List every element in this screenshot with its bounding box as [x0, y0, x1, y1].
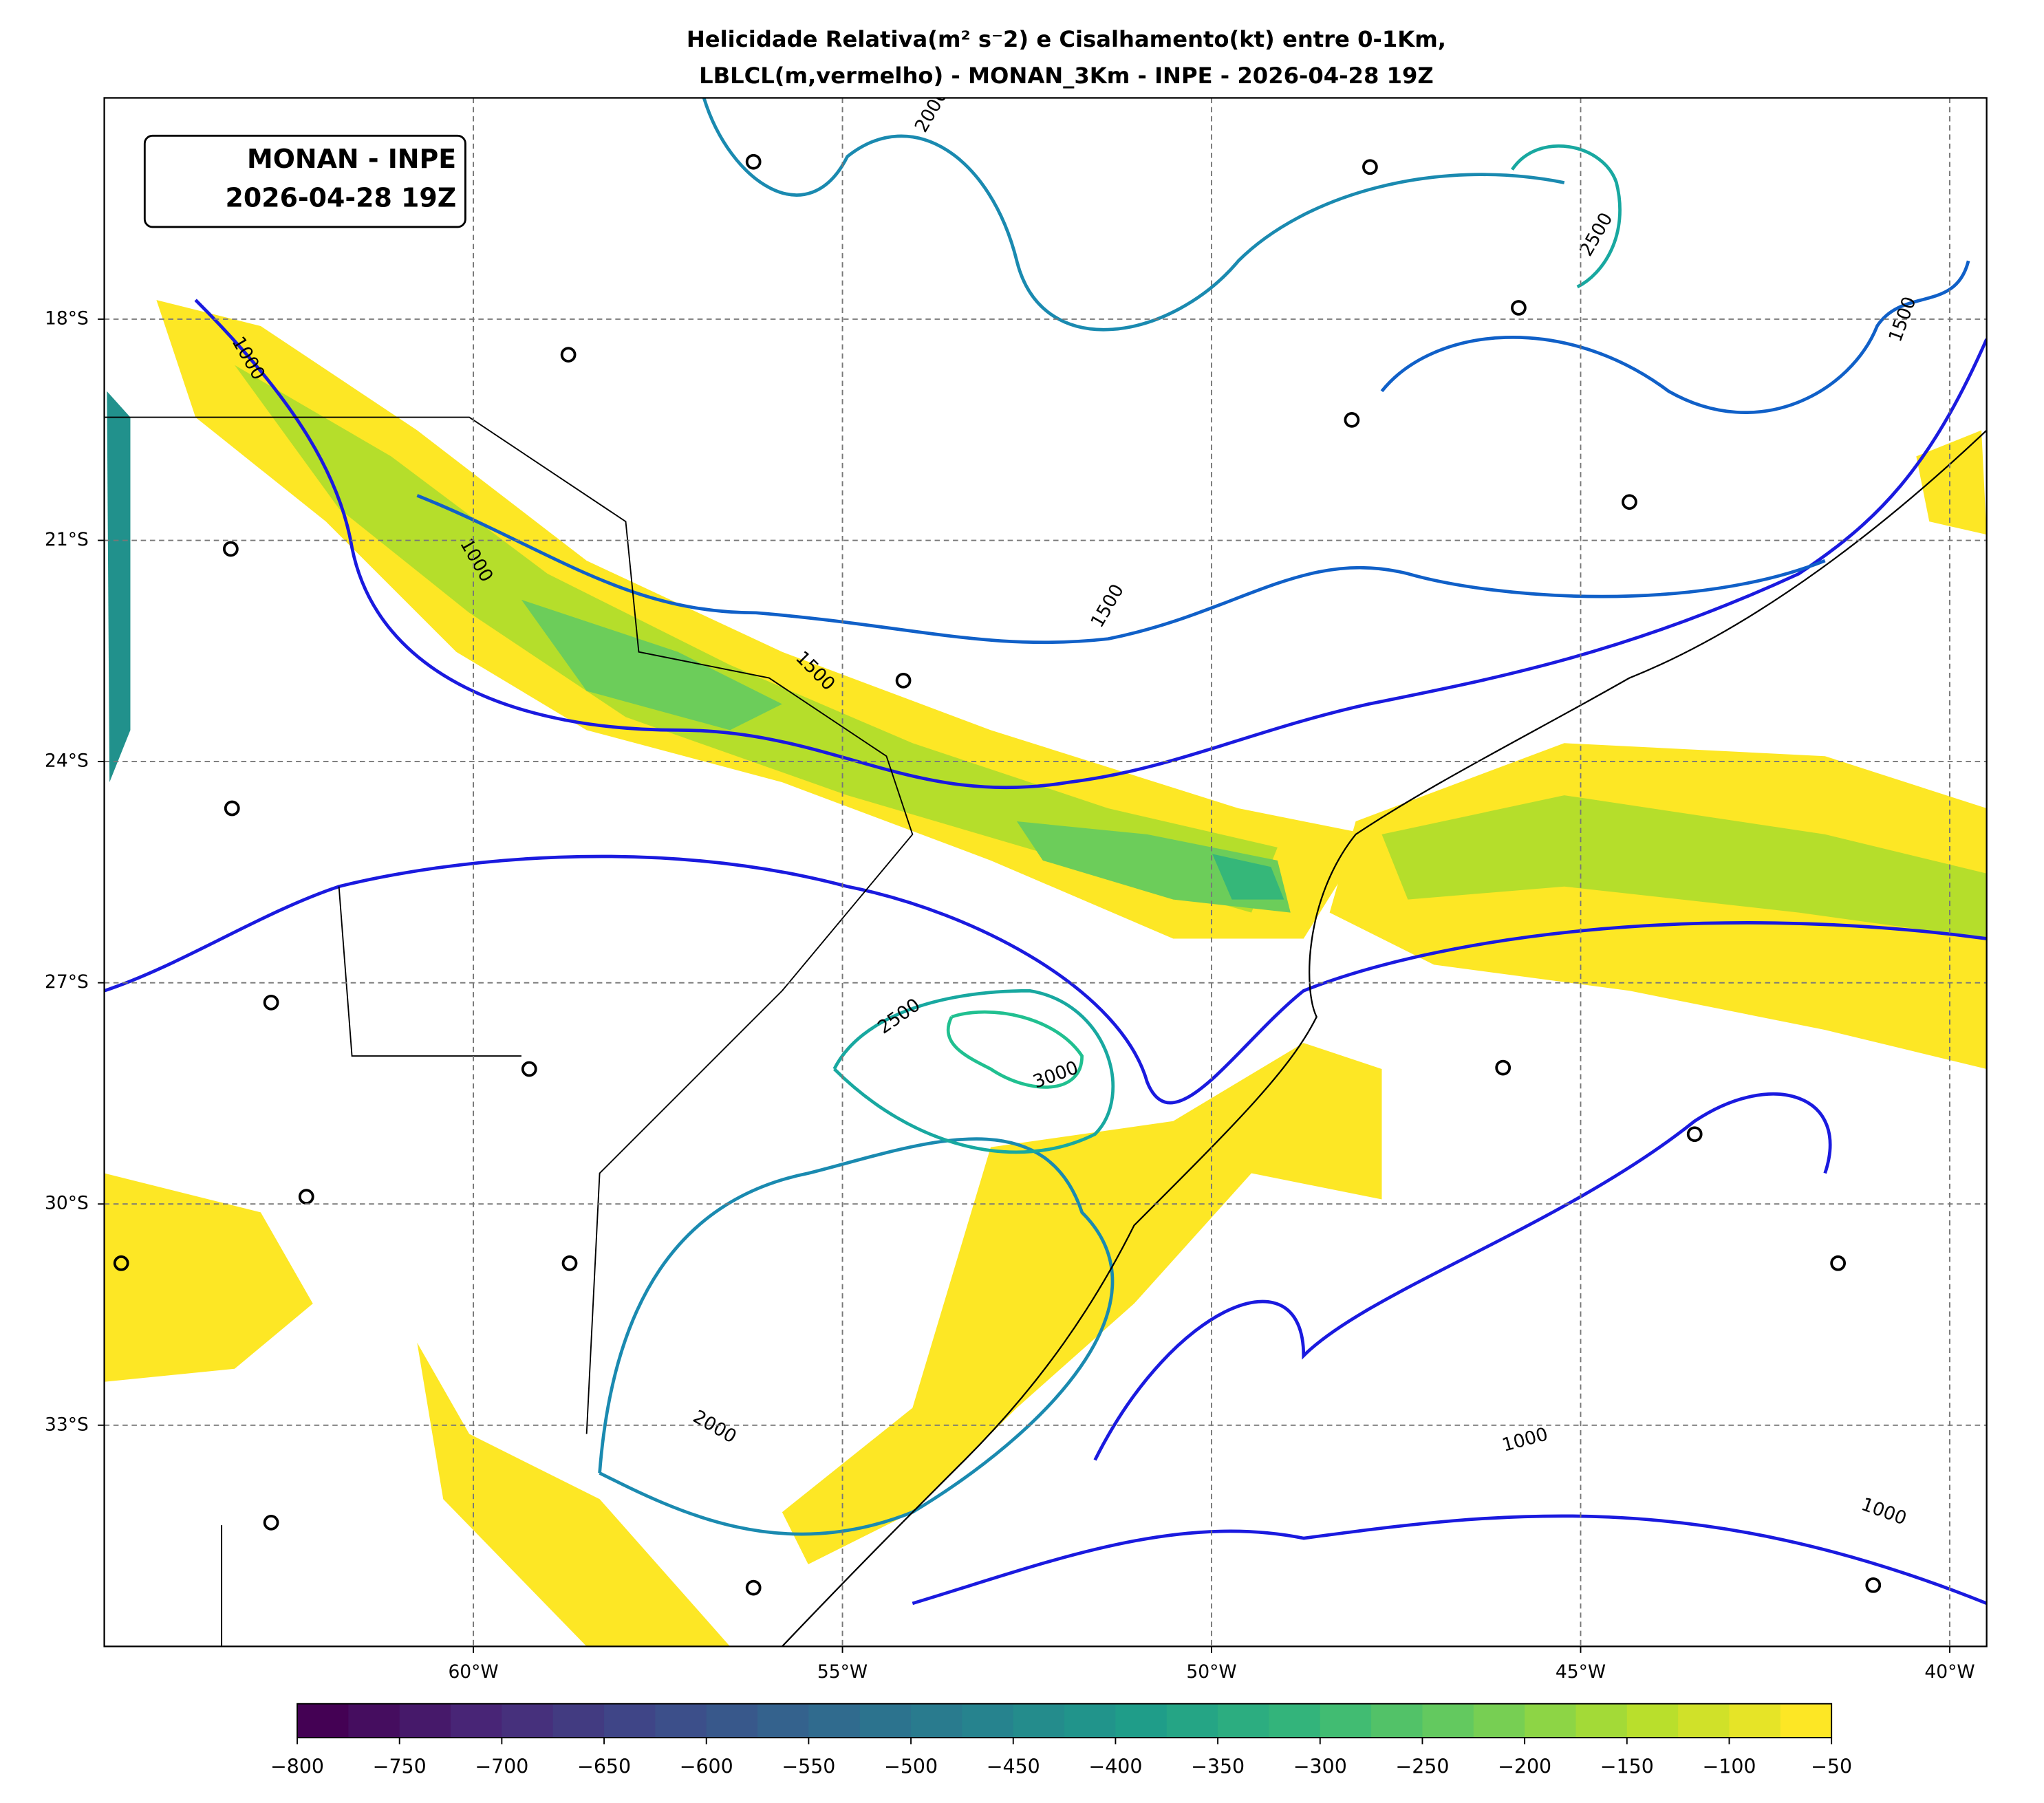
- title-line: Helicidade Relativa(m² s⁻2) e Cisalhamen…: [687, 26, 1446, 52]
- y-tick-label: 18°S: [45, 307, 89, 329]
- colorbar-segment: [962, 1703, 1014, 1738]
- colorbar-segment: [1320, 1703, 1373, 1738]
- colorbar-tick-label: −150: [1600, 1756, 1654, 1778]
- y-tick-label: 27°S: [45, 971, 89, 993]
- colorbar-segment: [706, 1703, 758, 1738]
- map-frame: [103, 97, 1988, 1648]
- colorbar-segment: [1064, 1703, 1117, 1738]
- contour-label: 2000: [911, 85, 953, 136]
- colorbar-segment: [1166, 1703, 1219, 1738]
- contour-label: 1000: [1500, 1423, 1550, 1456]
- contour-label: 2000: [689, 1406, 740, 1448]
- map-layers: 2000 1000 1000 1500 1500 2500 1500 2500 …: [104, 85, 1987, 1647]
- contour-label: 1500: [1086, 581, 1128, 631]
- colorbar-tick-label: −650: [577, 1756, 631, 1778]
- x-tick-label: 50°W: [1186, 1661, 1236, 1683]
- grid: [104, 98, 1987, 1647]
- colorbar-tick-label: −350: [1191, 1756, 1245, 1778]
- colorbar-segment: [1013, 1703, 1066, 1738]
- y-tick-label: 24°S: [45, 751, 89, 772]
- colorbar-tick-label: −100: [1702, 1756, 1756, 1778]
- colorbar-segment: [1473, 1703, 1526, 1738]
- colorbar-segment: [1371, 1703, 1423, 1738]
- colorbar-segment: [1626, 1703, 1679, 1738]
- y-tick-label: 30°S: [45, 1193, 89, 1214]
- colorbar-segment: [604, 1703, 656, 1738]
- title-line: LBLCL(m,vermelho) - MONAN_3Km - INPE - 2…: [699, 63, 1434, 89]
- annotation-line: MONAN - INPE: [247, 144, 456, 174]
- colorbar-segment: [655, 1703, 707, 1738]
- shading: [104, 300, 1987, 1647]
- colorbar-frame: [297, 1703, 1833, 1738]
- x-tick-label: 55°W: [817, 1661, 868, 1683]
- colorbar-segment: [552, 1703, 605, 1738]
- colorbar-tick-label: −300: [1293, 1756, 1347, 1778]
- colorbar-tick-label: −700: [475, 1756, 528, 1778]
- colorbar-segment: [808, 1703, 861, 1738]
- colorbar-tick-label: −600: [680, 1756, 733, 1778]
- x-tick-label: 45°W: [1556, 1661, 1606, 1683]
- colorbar-tick-label: −500: [884, 1756, 938, 1778]
- x-tick-label: 60°W: [448, 1661, 498, 1683]
- colorbar-segment: [911, 1703, 963, 1738]
- colorbar-segment: [1115, 1703, 1168, 1738]
- colorbar-segment: [1575, 1703, 1628, 1738]
- contour-label: 2500: [874, 994, 924, 1038]
- colorbar-segment: [757, 1703, 810, 1738]
- colorbar-segment: [1729, 1703, 1781, 1738]
- colorbar-tick-label: −750: [373, 1756, 427, 1778]
- colorbar-tick-label: −50: [1811, 1756, 1852, 1778]
- annotation-line: 2026-04-28 19Z: [226, 183, 457, 213]
- colorbar-segment: [1269, 1703, 1321, 1738]
- colorbar-tick-label: −400: [1088, 1756, 1142, 1778]
- colorbar-segment: [1780, 1703, 1833, 1738]
- colorbar-segment: [1525, 1703, 1577, 1738]
- colorbar-segment: [451, 1703, 503, 1738]
- calm-markers: [113, 153, 1882, 1596]
- lines: [104, 98, 1987, 1647]
- colorbar-tick-label: −200: [1498, 1756, 1551, 1778]
- colorbar-tick-label: −450: [987, 1756, 1040, 1778]
- colorbar: −800 −750 −700 −650 −600 −550 −500 −450 −400 −350…: [270, 1703, 1852, 1778]
- x-tick-label: 40°W: [1924, 1661, 1975, 1683]
- colorbar-segment: [348, 1703, 400, 1738]
- annotation-box: [143, 134, 466, 228]
- colorbar-segment: [1218, 1703, 1270, 1738]
- colorbar-segment: [297, 1703, 349, 1738]
- colorbar-segment: [502, 1703, 554, 1738]
- y-tick-label: 21°S: [45, 529, 89, 550]
- y-tick-label: 33°S: [45, 1414, 89, 1435]
- colorbar-tick-label: −250: [1395, 1756, 1449, 1778]
- colorbar-segment: [399, 1703, 451, 1738]
- colorbar-segment: [1422, 1703, 1474, 1738]
- colorbar-tick-label: −800: [270, 1756, 324, 1778]
- colorbar-segment: [1678, 1703, 1730, 1738]
- contour-label: 1000: [1858, 1493, 1909, 1529]
- colorbar-tick-label: −550: [782, 1756, 835, 1778]
- colorbar-segment: [859, 1703, 912, 1738]
- axes: 60°W 55°W 50°W 45°W 40°W 18°S 21°S 24°S 27°S 30°S…: [45, 307, 1975, 1682]
